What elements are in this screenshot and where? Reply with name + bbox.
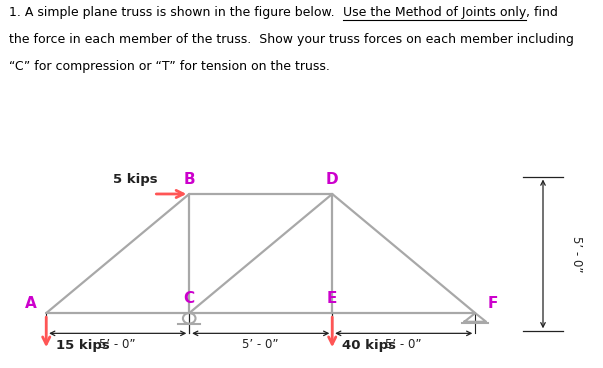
Text: , find: , find — [526, 6, 558, 19]
Text: 1. A simple plane truss is shown in the figure below.: 1. A simple plane truss is shown in the … — [9, 6, 343, 19]
Text: 5’ - 0”: 5’ - 0” — [570, 236, 583, 272]
Text: 5’ - 0”: 5’ - 0” — [242, 337, 279, 351]
Text: C: C — [184, 291, 195, 307]
Text: F: F — [487, 296, 497, 311]
Text: B: B — [183, 172, 195, 187]
Text: 5’ - 0”: 5’ - 0” — [385, 337, 422, 351]
Text: Use the Method of Joints only: Use the Method of Joints only — [343, 6, 526, 19]
Text: A: A — [25, 296, 36, 311]
Text: E: E — [327, 291, 338, 307]
Text: 15 kips: 15 kips — [56, 339, 110, 352]
Text: 5 kips: 5 kips — [113, 173, 157, 186]
Text: 40 kips: 40 kips — [343, 339, 396, 352]
Text: D: D — [326, 172, 338, 187]
Text: 5’ - 0”: 5’ - 0” — [99, 337, 136, 351]
Text: “C” for compression or “T” for tension on the truss.: “C” for compression or “T” for tension o… — [9, 60, 330, 73]
Text: the force in each member of the truss.  Show your truss forces on each member in: the force in each member of the truss. S… — [9, 33, 574, 46]
